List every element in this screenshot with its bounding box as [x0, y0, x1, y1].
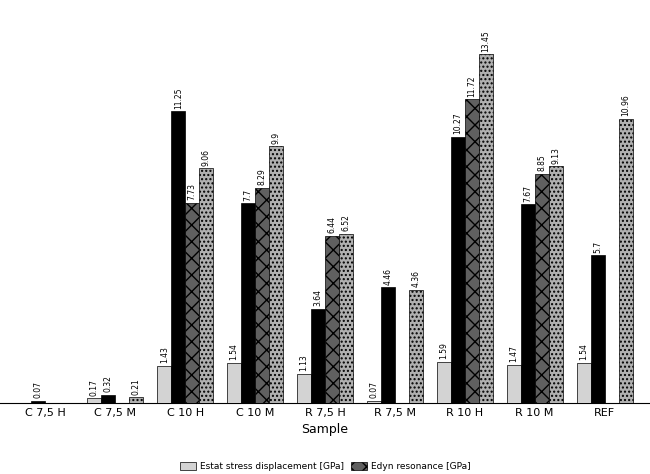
Bar — [465, 99, 479, 403]
Text: 0.17: 0.17 — [90, 379, 99, 396]
Bar — [535, 173, 549, 403]
Text: 0.07: 0.07 — [34, 382, 43, 399]
Bar — [87, 399, 101, 403]
Bar — [479, 55, 493, 403]
Bar — [157, 366, 171, 403]
Text: 10.96: 10.96 — [621, 95, 630, 116]
Text: 3.64: 3.64 — [313, 289, 322, 306]
Text: 1.13: 1.13 — [300, 354, 309, 371]
Bar — [451, 137, 465, 403]
Bar — [101, 395, 115, 403]
Text: 7.7: 7.7 — [244, 189, 253, 201]
Text: 7.67: 7.67 — [523, 184, 532, 201]
Bar — [339, 234, 353, 403]
Text: 13.45: 13.45 — [481, 30, 490, 52]
Text: 9.9: 9.9 — [272, 132, 281, 144]
Text: 0.21: 0.21 — [132, 378, 141, 395]
Text: 8.29: 8.29 — [257, 169, 266, 185]
Text: 4.46: 4.46 — [384, 268, 393, 285]
Text: 4.36: 4.36 — [411, 270, 421, 287]
Bar — [297, 374, 311, 403]
Text: 11.72: 11.72 — [467, 75, 476, 97]
Bar — [227, 363, 241, 403]
Bar — [521, 204, 535, 403]
Text: 6.44: 6.44 — [328, 217, 337, 233]
Bar — [241, 203, 255, 403]
Bar — [185, 202, 199, 403]
Text: 9.06: 9.06 — [202, 148, 211, 165]
Bar — [591, 255, 604, 403]
Bar — [171, 111, 185, 403]
Text: 5.7: 5.7 — [593, 240, 602, 253]
Bar — [269, 146, 283, 403]
Text: 0.07: 0.07 — [369, 382, 378, 399]
Bar — [199, 168, 213, 403]
Text: 8.85: 8.85 — [537, 154, 546, 171]
Text: 1.47: 1.47 — [509, 346, 518, 362]
Text: 1.54: 1.54 — [229, 344, 239, 360]
Bar — [437, 362, 451, 403]
Bar — [507, 365, 521, 403]
Bar — [619, 119, 632, 403]
Text: 1.43: 1.43 — [160, 346, 169, 363]
Bar — [311, 309, 325, 403]
Bar — [31, 401, 46, 403]
Text: 6.52: 6.52 — [341, 215, 350, 231]
Bar — [325, 236, 339, 403]
Bar — [367, 401, 381, 403]
Text: 7.73: 7.73 — [188, 183, 197, 200]
Bar — [577, 363, 591, 403]
Text: 1.54: 1.54 — [579, 344, 588, 360]
Bar — [129, 398, 143, 403]
Bar — [549, 166, 563, 403]
Text: 1.59: 1.59 — [439, 342, 448, 359]
X-axis label: Sample: Sample — [302, 423, 348, 436]
Bar — [255, 188, 269, 403]
Text: 10.27: 10.27 — [453, 112, 462, 134]
Bar — [409, 290, 423, 403]
Bar — [381, 287, 395, 403]
Text: 9.13: 9.13 — [551, 147, 560, 164]
Text: 0.32: 0.32 — [104, 375, 113, 392]
Legend: Estat stress displacement [GPa], Estat DIC [GPa], Edyn resonance [GPa], Edyn ult: Estat stress displacement [GPa], Estat D… — [176, 458, 474, 474]
Text: 11.25: 11.25 — [174, 87, 183, 109]
